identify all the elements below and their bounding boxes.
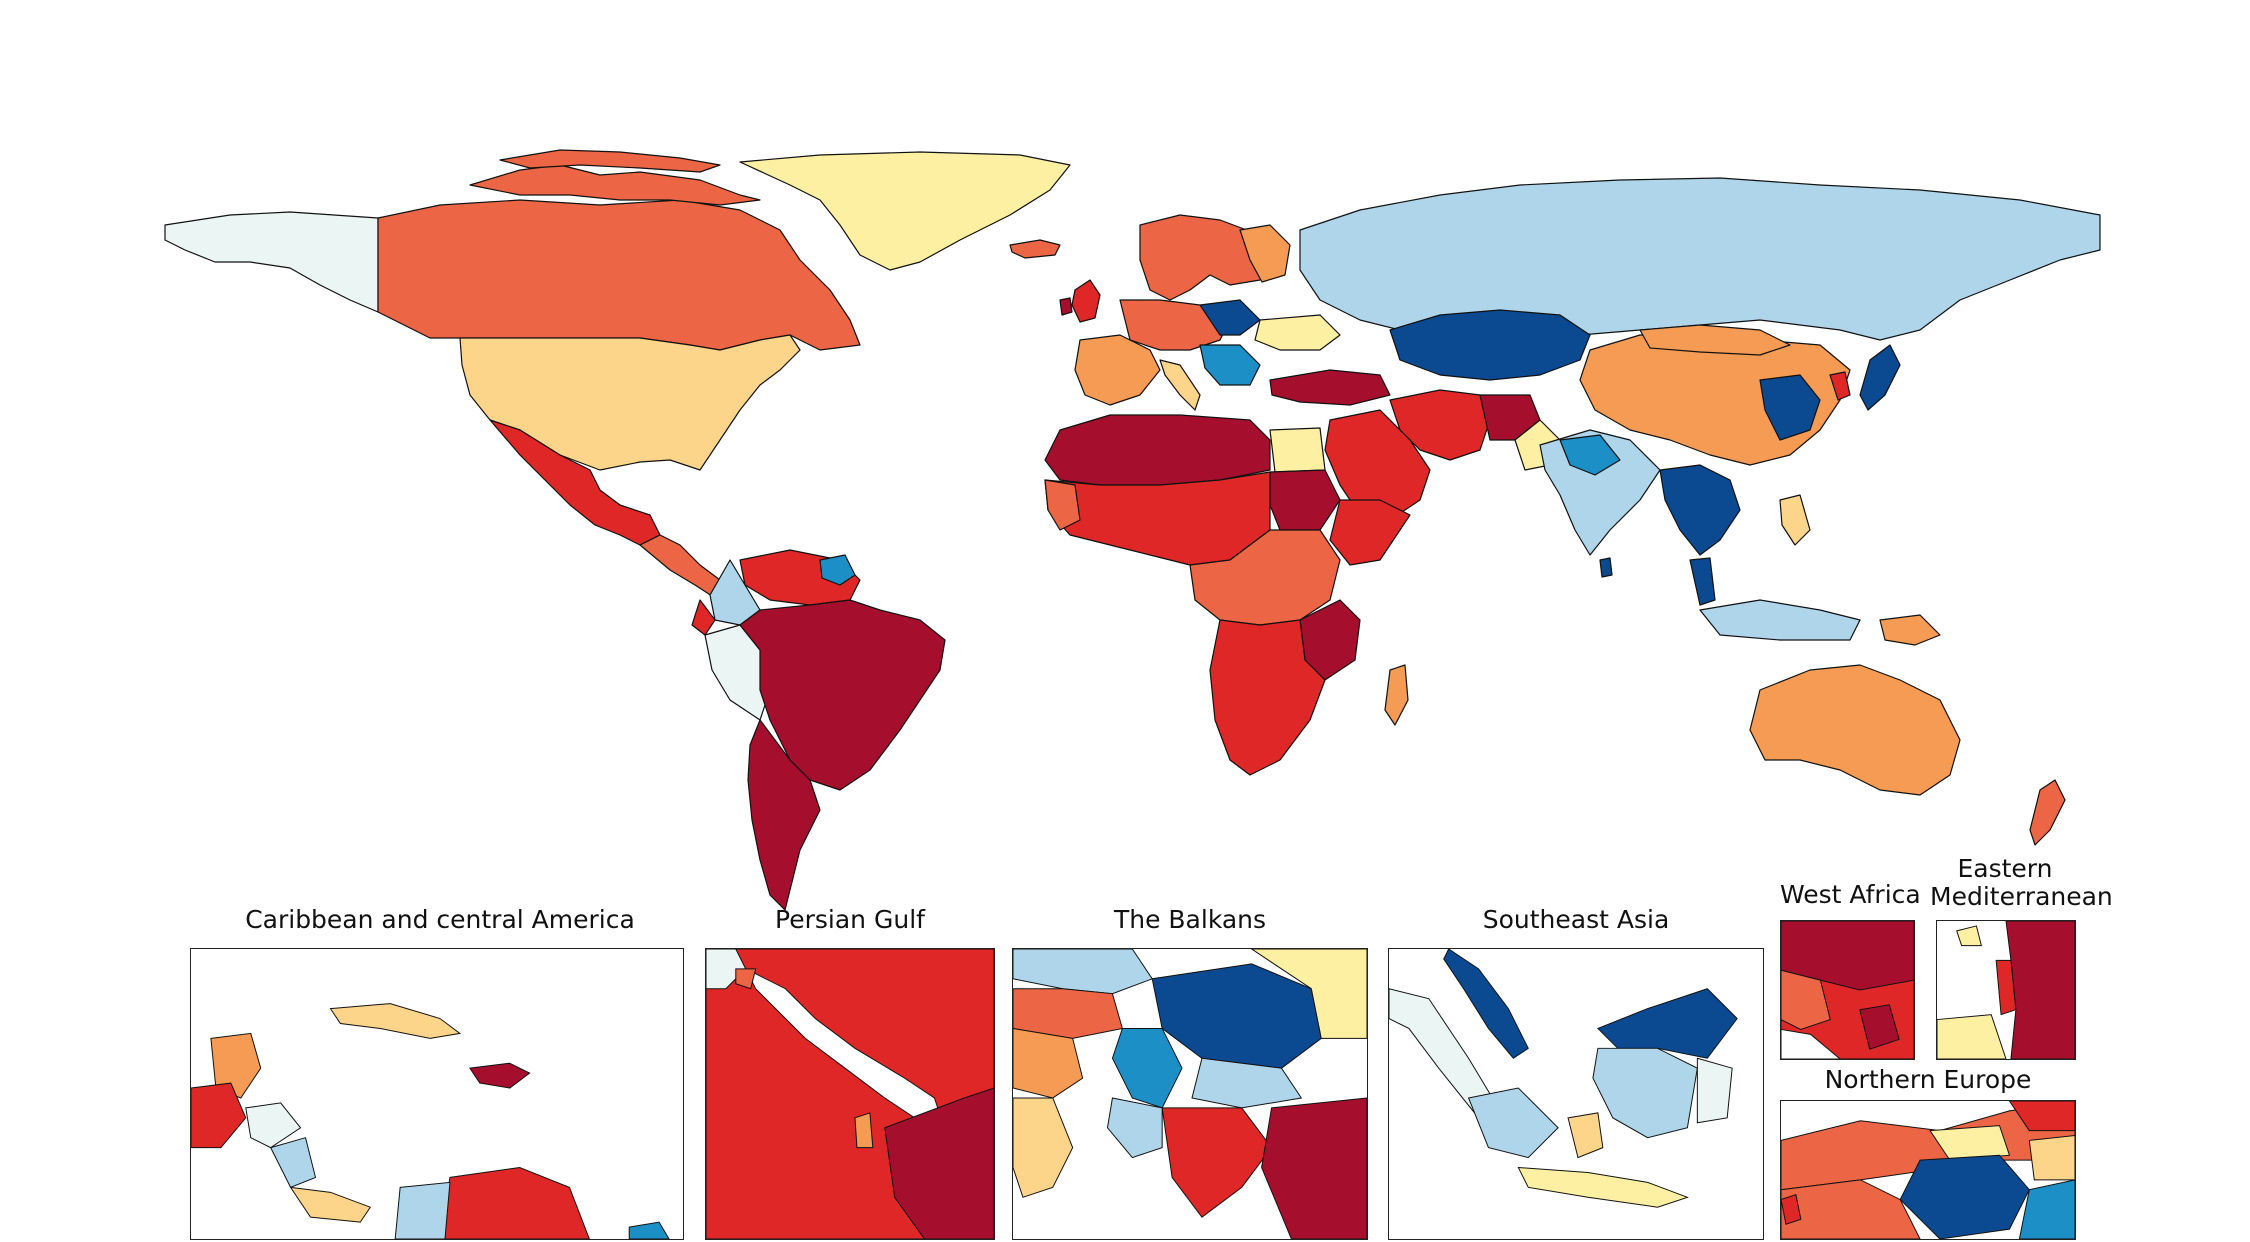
region-kazakhstan <box>1389 309 1591 381</box>
inset-gulf <box>705 948 995 1240</box>
inset-seasia <box>1388 948 1764 1240</box>
inset-title-eastmed: Eastern Mediterranean <box>1930 854 2113 911</box>
region-italy <box>1159 359 1201 411</box>
region-canada <box>377 199 861 351</box>
region-china-east <box>1759 374 1821 441</box>
inset-title-seasia: Southeast Asia <box>1482 905 1670 934</box>
region-japan <box>1859 344 1901 411</box>
inset-title-gulf: Persian Gulf <box>775 905 925 934</box>
region-uk <box>1071 279 1101 323</box>
region-korea <box>1829 371 1851 401</box>
region-west-africa-coast <box>1044 479 1081 531</box>
region-central-africa <box>1189 529 1341 626</box>
region-balkans-main <box>1199 344 1261 386</box>
inset-title-balkans: The Balkans <box>1113 905 1267 934</box>
region-india-north <box>1559 434 1621 476</box>
inset-northeurope <box>1780 1100 2076 1240</box>
inset-eastmed <box>1936 920 2076 1060</box>
inset-balkans <box>1012 948 1368 1240</box>
region-turkey <box>1269 369 1391 406</box>
inset-title-caribbean: Caribbean and central America <box>245 905 635 934</box>
region-egypt <box>1269 427 1326 473</box>
region-arabia <box>1324 409 1431 521</box>
region-ireland <box>1059 297 1073 316</box>
region-malay <box>1689 557 1716 606</box>
region-new-zealand <box>2029 779 2066 846</box>
region-canada-arctic <box>469 164 761 206</box>
region-north-africa <box>1044 414 1271 486</box>
region-sri-lanka <box>1599 557 1613 578</box>
region-scandinavia <box>1139 214 1276 301</box>
region-finland <box>1239 224 1291 283</box>
region-indochina <box>1659 464 1741 556</box>
inset-title-westafrica: West Africa <box>1780 880 1921 909</box>
region-madagascar <box>1384 664 1409 726</box>
region-sudan <box>1269 469 1341 531</box>
region-poland <box>1199 299 1261 336</box>
region-brazil <box>739 599 946 791</box>
region-png <box>1879 614 1941 646</box>
region-usa <box>459 334 801 471</box>
region-alaska <box>164 211 379 313</box>
region-greenland <box>739 151 1071 271</box>
region-central-europe <box>1119 299 1231 351</box>
region-southern-africa <box>1209 619 1326 776</box>
region-horn-africa <box>1329 499 1411 566</box>
region-russia <box>1299 177 2101 346</box>
inset-westafrica <box>1780 920 1915 1060</box>
region-argentina-chile <box>747 719 821 911</box>
inset-caribbean <box>190 948 684 1240</box>
region-mongolia <box>1639 324 1791 356</box>
region-iceland <box>1009 239 1061 259</box>
inset-title-northeurope: Northern Europe <box>1824 1065 2032 1094</box>
region-ukraine <box>1254 314 1341 351</box>
region-guianas <box>819 554 856 586</box>
region-canada-arctic-north <box>499 149 721 173</box>
region-australia <box>1749 664 1961 796</box>
region-philippines <box>1779 494 1811 546</box>
region-indonesia <box>1699 599 1861 641</box>
